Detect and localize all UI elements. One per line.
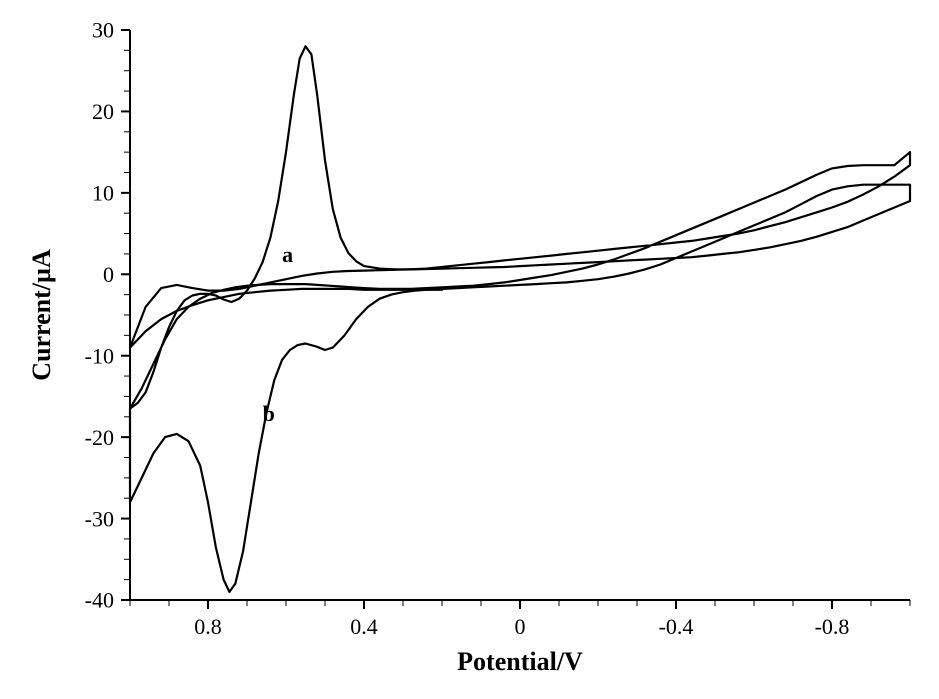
series-label-b: b [263, 401, 275, 426]
x-tick-label: -0.4 [659, 614, 694, 639]
cv-chart: 0.8 0.4 0 -0.4 -0.8 -40 -30 -20 -10 0 10 20 30 Potent… [0, 0, 939, 699]
x-axis-label: Potential/V [457, 647, 583, 676]
y-tick-label: 30 [92, 18, 114, 43]
series-label-a: a [282, 242, 293, 267]
y-tick-label: 0 [103, 262, 114, 287]
y-tick-label: 20 [92, 99, 114, 124]
x-tick-label: -0.8 [815, 614, 850, 639]
chart-svg: 0.8 0.4 0 -0.4 -0.8 -40 -30 -20 -10 0 10 20 30 Potent… [0, 0, 939, 699]
y-axis-label: Current/µA [27, 249, 56, 381]
x-tick-label: 0.4 [350, 614, 378, 639]
y-tick-label: -30 [85, 506, 114, 531]
x-tick-label: 0.8 [194, 614, 222, 639]
y-tick-label: -20 [85, 425, 114, 450]
y-tick-label: -40 [85, 588, 114, 613]
x-tick-label: 0 [515, 614, 526, 639]
y-tick-label: 10 [92, 181, 114, 206]
y-tick-label: -10 [85, 343, 114, 368]
